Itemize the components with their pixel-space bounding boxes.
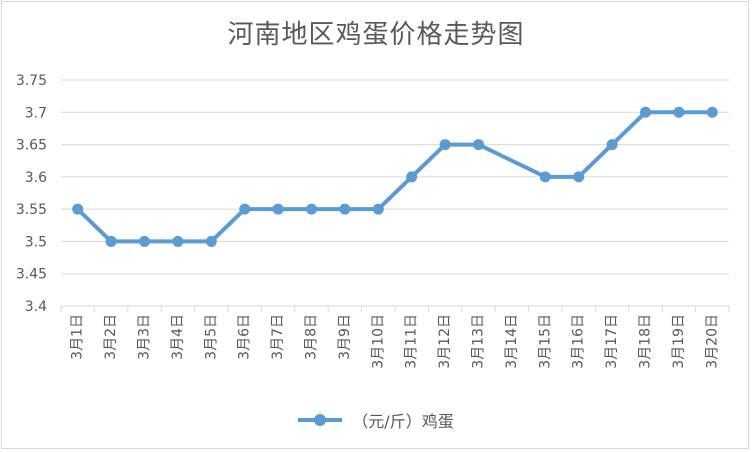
data-point [339,203,351,215]
data-point [139,235,150,247]
x-tick-label: 3月20日 [704,314,720,369]
data-point [439,139,451,151]
data-point [473,139,484,151]
y-tick-label: 3.75 [16,73,47,89]
data-point [673,106,685,118]
data-point [105,235,117,247]
data-point [539,171,551,183]
data-point [640,106,651,118]
y-tick-label: 3.45 [16,267,47,283]
legend-label: （元/斤）鸡蛋 [352,412,454,431]
x-tick-label: 3月13日 [471,314,487,369]
x-tick-label: 3月2日 [103,314,119,360]
x-tick-label: 3月4日 [170,314,186,360]
chart-title: 河南地区鸡蛋价格走势图 [227,20,525,50]
x-tick-label: 3月1日 [70,314,86,360]
chart-legend: （元/斤）鸡蛋 [0,408,752,432]
x-tick-label: 3月16日 [571,314,587,369]
y-tick-label: 3.55 [16,202,47,218]
y-tick-label: 3.7 [25,105,47,121]
data-point [272,203,284,215]
y-tick-label: 3.5 [25,234,47,250]
y-tick-label: 3.6 [25,170,47,186]
legend-marker-icon [298,413,343,427]
data-point [72,203,84,215]
x-tick-label: 3月12日 [437,314,453,369]
x-tick-label: 3月3日 [137,314,153,360]
data-point [406,171,418,183]
data-point [372,203,384,215]
x-tick-label: 3月17日 [604,314,620,369]
y-tick-label: 3.4 [25,299,47,315]
y-tick-label: 3.65 [16,138,47,154]
x-tick-label: 3月7日 [270,314,286,360]
data-point [706,106,718,118]
x-tick-label: 3月5日 [203,314,219,360]
x-tick-label: 3月10日 [370,314,386,369]
x-tick-label: 3月6日 [237,314,253,360]
x-tick-label: 3月9日 [337,314,353,360]
data-point [172,235,184,247]
data-point [205,235,217,247]
x-tick-label: 3月19日 [671,314,687,369]
data-point [573,171,585,183]
x-tick-label: 3月18日 [638,314,654,369]
x-tick-label: 3月15日 [537,314,553,369]
data-point [306,203,317,215]
x-tick-label: 3月14日 [504,314,520,369]
x-tick-label: 3月11日 [404,314,420,369]
x-tick-label: 3月8日 [304,314,320,360]
data-point [239,203,251,215]
data-point [606,139,618,151]
